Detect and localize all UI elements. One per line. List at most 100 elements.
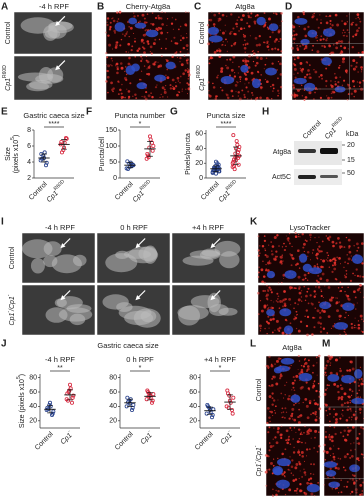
micrograph: [206, 11, 283, 55]
puncta: [344, 275, 348, 279]
puncta: [343, 46, 347, 50]
significance: ****: [49, 121, 60, 128]
puncta: [316, 280, 320, 284]
puncta: [319, 326, 322, 328]
puncta: [229, 58, 232, 61]
puncta: [125, 51, 127, 53]
puncta: [273, 301, 275, 303]
puncta: [308, 91, 312, 95]
puncta: [320, 73, 323, 77]
puncta: [319, 311, 322, 314]
puncta: [126, 31, 128, 33]
puncta: [351, 478, 355, 481]
puncta: [277, 399, 279, 401]
puncta: [315, 36, 318, 39]
puncta: [234, 41, 237, 44]
puncta: [177, 28, 180, 31]
puncta: [310, 463, 313, 466]
puncta: [165, 38, 167, 40]
puncta: [311, 49, 314, 51]
puncta: [311, 252, 314, 254]
puncta: [316, 362, 318, 364]
puncta: [127, 51, 129, 53]
puncta: [327, 257, 329, 259]
puncta: [349, 407, 352, 411]
puncta: [351, 490, 354, 494]
puncta: [314, 70, 318, 74]
puncta: [304, 239, 307, 241]
puncta: [359, 483, 363, 487]
nucleus: [256, 16, 266, 26]
puncta: [346, 408, 350, 411]
puncta: [291, 46, 294, 50]
data-point: [126, 400, 131, 405]
puncta: [291, 459, 294, 462]
tissue: [189, 250, 220, 259]
puncta: [180, 63, 184, 67]
puncta: [334, 466, 338, 470]
puncta: [323, 392, 327, 396]
puncta: [221, 44, 223, 46]
puncta: [286, 320, 288, 322]
puncta: [274, 47, 277, 50]
puncta: [243, 46, 247, 50]
puncta: [357, 246, 360, 249]
puncta: [321, 77, 324, 80]
puncta: [171, 78, 175, 82]
puncta: [265, 294, 268, 298]
label-part: ): [19, 374, 26, 376]
puncta: [355, 23, 358, 27]
micrograph: [265, 354, 322, 425]
puncta: [349, 493, 352, 495]
puncta: [281, 452, 284, 456]
data-point: [50, 411, 55, 416]
puncta: [275, 12, 278, 16]
puncta: [315, 293, 317, 295]
puncta: [274, 329, 276, 331]
puncta: [360, 493, 364, 496]
puncta: [298, 402, 300, 404]
nucleus: [307, 29, 318, 38]
puncta: [284, 394, 286, 396]
puncta: [303, 27, 307, 31]
puncta: [175, 81, 177, 83]
puncta: [253, 20, 257, 24]
data-point: [60, 150, 65, 155]
puncta: [356, 274, 360, 278]
puncta: [361, 51, 364, 54]
label-part: Cp1: [256, 464, 263, 477]
image-border: [105, 11, 191, 55]
puncta: [213, 13, 217, 17]
puncta: [271, 403, 274, 406]
puncta: [261, 280, 264, 284]
puncta: [298, 453, 301, 456]
puncta: [348, 395, 351, 399]
puncta: [304, 473, 307, 476]
puncta: [288, 242, 291, 245]
data-point: [51, 409, 56, 414]
puncta: [302, 365, 306, 368]
puncta: [354, 308, 357, 310]
puncta: [267, 315, 270, 318]
puncta: [143, 17, 146, 20]
puncta: [268, 327, 270, 329]
data-point: [42, 150, 47, 155]
image-border: [207, 55, 283, 101]
puncta: [234, 72, 236, 74]
puncta: [119, 88, 122, 92]
puncta: [214, 97, 218, 100]
puncta: [268, 44, 270, 46]
data-point: [231, 395, 236, 400]
puncta: [287, 438, 290, 442]
puncta: [304, 492, 308, 496]
puncta: [316, 242, 318, 244]
band-label: Act5C: [272, 174, 291, 181]
puncta: [147, 42, 150, 45]
puncta: [283, 475, 286, 477]
puncta: [316, 265, 318, 267]
puncta: [303, 359, 306, 361]
puncta: [272, 317, 275, 321]
nucleus: [284, 270, 297, 279]
puncta: [263, 281, 266, 284]
puncta: [179, 56, 182, 60]
